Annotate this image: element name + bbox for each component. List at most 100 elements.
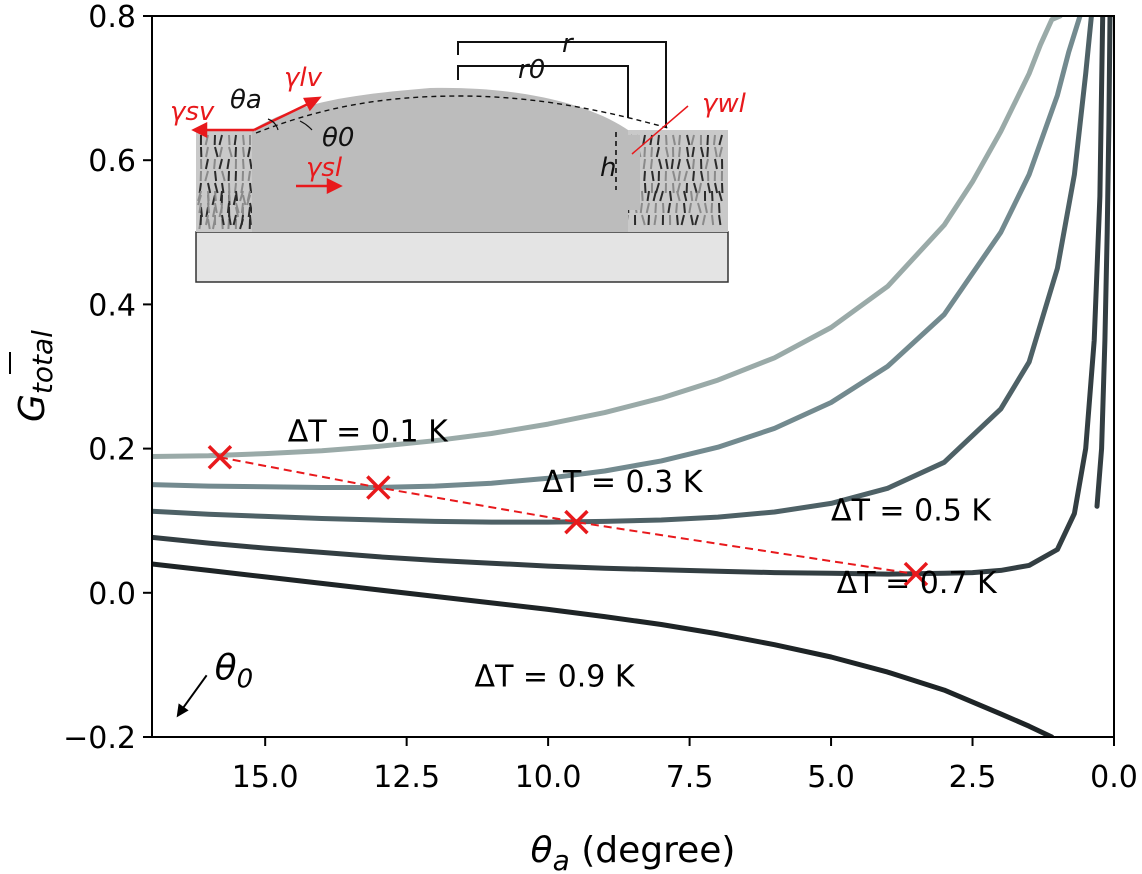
texture-stroke (659, 190, 664, 202)
texture-stroke (218, 158, 223, 170)
texture-stroke (654, 202, 657, 214)
texture-stroke (672, 170, 677, 182)
x-axis-title: θa (degree) (531, 830, 736, 874)
inset-initial-profile (255, 95, 669, 134)
x-tick-label-7: 0.0 (1090, 760, 1138, 795)
series-line-5 (152, 561, 1055, 737)
inset-force-arrows (191, 96, 689, 195)
texture-stroke (698, 182, 702, 194)
texture-stroke (680, 214, 685, 226)
curve-label-3: ΔT = 0.5 K (831, 494, 992, 529)
texture-stroke (711, 214, 715, 226)
texture-stroke (706, 146, 709, 158)
texture-stroke (669, 190, 673, 202)
inset-label-gamma-sl: γsl (306, 153, 343, 183)
texture-stroke (683, 190, 688, 202)
texture-stroke (198, 202, 202, 214)
texture-stroke (214, 202, 218, 214)
texture-stroke (249, 214, 252, 226)
texture-stroke (665, 134, 668, 146)
texture-stroke (242, 194, 247, 206)
inset-label-gamma-wl: γwl (702, 89, 747, 119)
texture-stroke (701, 214, 706, 226)
x-tick-label-5: 5.0 (807, 760, 855, 795)
texture-stroke (641, 190, 644, 202)
texture-stroke (214, 190, 217, 202)
inset-theta-0-arc (299, 120, 313, 131)
texture-stroke (700, 146, 705, 158)
inset-label-r0: r0 (518, 55, 545, 85)
texture-stroke (676, 190, 681, 202)
texture-stroke (227, 218, 230, 230)
texture-stroke (667, 202, 671, 214)
texture-stroke (247, 146, 251, 158)
texture-stroke (694, 214, 699, 226)
x-tick-label-3: 10.0 (515, 760, 582, 795)
minimum-marker-4 (903, 561, 929, 587)
y-axis-title: Gtotal (12, 330, 59, 422)
texture-stroke (197, 190, 202, 202)
texture-stroke (670, 158, 674, 170)
y-tick-label-4: 0.2 (88, 433, 136, 468)
inset-substrate (195, 231, 729, 283)
inset-droplet-inner-fill (262, 135, 640, 210)
minimum-marker-1 (207, 445, 233, 470)
texture-stroke (221, 182, 225, 194)
texture-stroke (240, 182, 244, 194)
texture-stroke (204, 134, 209, 146)
series-line-4 (152, 16, 1106, 577)
annotation-theta0-1: θ0 (215, 647, 254, 694)
texture-stroke (239, 190, 244, 202)
y-tick-label-5: 0.0 (88, 577, 136, 612)
texture-stroke (232, 214, 237, 226)
texture-stroke (249, 158, 253, 170)
texture-stroke (676, 214, 679, 226)
texture-stroke (205, 214, 209, 226)
texture-stroke (235, 206, 240, 218)
texture-stroke (658, 158, 663, 170)
texture-stroke (700, 170, 704, 182)
texture-stroke (197, 194, 202, 206)
texture-stroke (692, 158, 695, 170)
texture-stroke (207, 218, 211, 230)
series-line-3 (152, 16, 1094, 525)
texture-stroke (212, 206, 216, 218)
texture-stroke (235, 202, 240, 214)
series-group (152, 16, 1113, 737)
texture-stroke (686, 158, 691, 170)
texture-stroke (214, 146, 219, 158)
texture-stroke (235, 190, 239, 202)
series-line-1 (152, 16, 1063, 459)
texture-stroke (691, 146, 695, 158)
texture-stroke (207, 182, 212, 194)
texture-stroke (672, 134, 676, 146)
texture-stroke (642, 158, 646, 170)
texture-stroke (207, 202, 211, 214)
texture-stroke (714, 146, 718, 158)
texture-stroke (219, 190, 223, 202)
texture-stroke (213, 158, 216, 170)
texture-stroke (655, 146, 660, 158)
curve-label-4: ΔT = 0.7 K (837, 566, 998, 601)
texture-stroke (218, 146, 223, 158)
texture-stroke (672, 182, 675, 194)
curve-label-1: ΔT = 0.1 K (288, 414, 449, 449)
texture-stroke (639, 202, 643, 214)
inset-label-r: r (562, 29, 575, 59)
texture-stroke (686, 134, 691, 146)
texture-stroke (247, 170, 251, 182)
plot-area: 15.0 12.5 10.0 7.5 5.0 2.5 0.0 0.8 0.6 0.4 0.2 0.0 −… (9, 0, 1138, 874)
minima-trend-line (219, 456, 917, 576)
inset-label-h: h (600, 153, 616, 183)
series-line-2 (152, 16, 1083, 490)
texture-stroke (228, 214, 232, 226)
texture-stroke (714, 158, 718, 170)
y-tick-label-2: 0.6 (88, 144, 136, 179)
inset-label-theta-a: θa (230, 85, 262, 115)
texture-stroke (646, 190, 650, 202)
y-tick-label-1: 0.8 (88, 0, 136, 35)
texture-stroke (207, 190, 210, 202)
texture-stroke (204, 158, 209, 170)
texture-stroke (652, 190, 657, 202)
annotation-arrow-1 (179, 674, 208, 712)
